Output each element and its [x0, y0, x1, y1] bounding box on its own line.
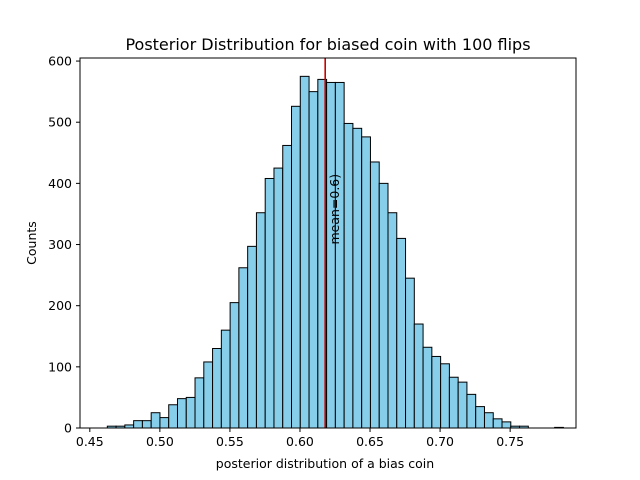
- x-axis-label: posterior distribution of a bias coin: [216, 456, 434, 471]
- histogram-bar: [440, 363, 450, 429]
- histogram-bar: [326, 81, 336, 429]
- histogram-bar: [159, 417, 170, 429]
- histogram-bar: [422, 346, 433, 429]
- histogram-bar: [247, 245, 257, 429]
- histogram-bar: [194, 377, 205, 429]
- x-tick-label: 0.60: [286, 434, 314, 449]
- histogram-bar: [361, 136, 371, 429]
- histogram-bar: [220, 329, 231, 429]
- histogram-bar: [457, 381, 468, 429]
- y-tick-label: 300: [48, 237, 72, 252]
- histogram-bar: [264, 177, 275, 429]
- histogram-bar: [238, 267, 249, 429]
- histogram-bar: [133, 420, 143, 429]
- mean-layer: mean=0.6): [324, 58, 342, 428]
- histogram-bar: [413, 323, 424, 429]
- y-tick-label: 400: [48, 176, 72, 191]
- histogram-bar: [203, 361, 214, 429]
- x-tick-label: 0.75: [496, 434, 524, 449]
- histogram-bar: [291, 105, 301, 429]
- histogram-bar: [501, 421, 512, 429]
- histogram-bar: [448, 376, 459, 429]
- histogram-bar: [475, 406, 485, 429]
- histogram-bar: [308, 91, 319, 429]
- x-tick-label: 0.55: [216, 434, 244, 449]
- histogram-bar: [282, 144, 293, 429]
- histogram-bar: [343, 122, 354, 429]
- y-tick-label: 600: [48, 54, 72, 69]
- histogram-bar: [273, 167, 284, 429]
- y-tick-label: 200: [48, 298, 72, 313]
- chart-title: Posterior Distribution for biased coin w…: [125, 35, 530, 54]
- histogram-bar: [168, 404, 178, 429]
- histogram-bar: [255, 212, 266, 429]
- plot-area-frame: [79, 57, 577, 429]
- y-axis-label: Counts: [24, 221, 39, 265]
- x-tick-label: 0.50: [146, 434, 174, 449]
- histogram-bar: [212, 348, 222, 429]
- mean-annotation: mean=0.6): [327, 174, 342, 245]
- x-tick-label: 0.45: [76, 434, 104, 449]
- histogram-bar: [176, 398, 187, 429]
- histogram-bar: [387, 212, 398, 429]
- histogram-bar: [396, 237, 407, 429]
- y-axis-ticks: 0 100 200 300 400 500 600: [48, 54, 80, 436]
- x-tick-label: 0.65: [356, 434, 384, 449]
- histogram-bar: [369, 161, 380, 429]
- y-tick-label: 500: [48, 115, 72, 130]
- histogram-bar: [466, 393, 477, 429]
- histogram-bar: [185, 396, 196, 429]
- histogram-bar: [334, 81, 345, 429]
- histogram-bar: [352, 127, 363, 429]
- histogram-bar: [229, 302, 240, 429]
- histogram-bar: [405, 277, 415, 429]
- histogram-bar: [483, 412, 494, 429]
- histogram-bar: [431, 355, 442, 429]
- y-tick-label: 100: [48, 359, 72, 374]
- histogram-bar: [378, 182, 389, 429]
- y-tick-label: 0: [64, 421, 72, 436]
- x-axis-ticks: 0.45 0.50 0.55 0.60 0.65 0.70 0.75: [76, 428, 524, 449]
- histogram-bar: [141, 420, 152, 429]
- histogram-bar: [299, 75, 310, 429]
- x-tick-label: 0.70: [426, 434, 454, 449]
- histogram-bar: [150, 412, 161, 429]
- histogram-bar: [492, 418, 503, 429]
